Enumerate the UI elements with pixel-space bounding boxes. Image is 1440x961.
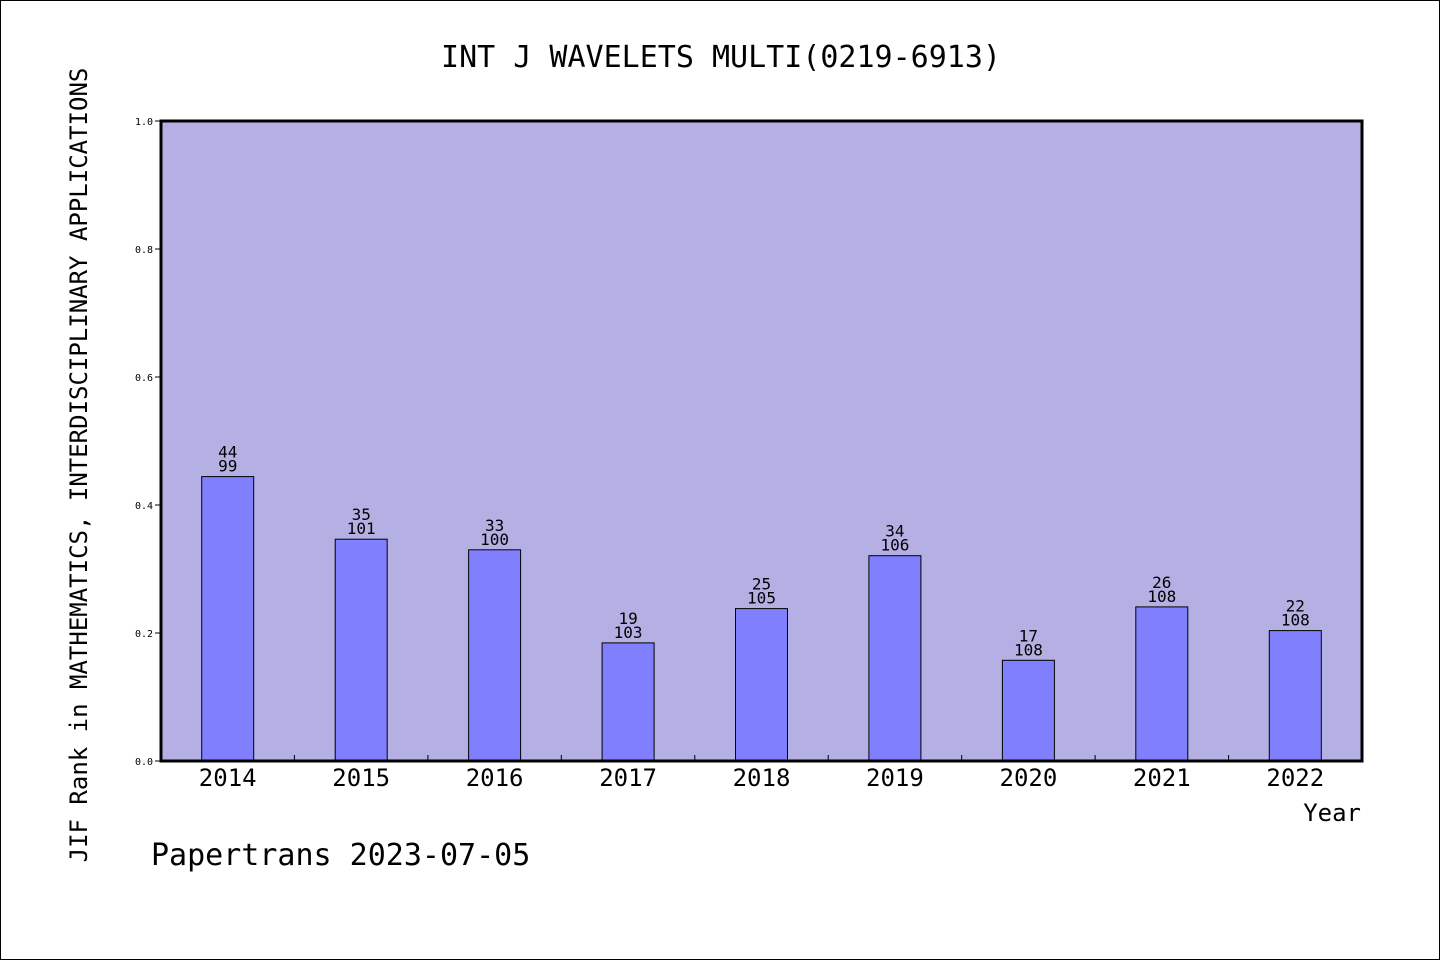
x-tick-label: 2016 [466,764,524,792]
y-tick-label: 0.4 [135,501,153,512]
x-tick-label: 2020 [1000,764,1058,792]
bar-rank-label: 33 [485,516,504,535]
bar-total-label: 108 [1281,611,1310,630]
bar-total-label: 106 [880,536,909,555]
bar-total-label: 108 [1014,640,1043,659]
bar-2022 [1268,630,1322,762]
bar-rank-label: 35 [352,505,371,524]
bar-rank-label: 19 [618,609,637,628]
y-axis-label: JIF Rank in MATHEMATICS, INTERDISCIPLINA… [65,68,93,863]
bar-total-label: 103 [614,623,643,642]
bars-layer [201,476,1322,762]
bar-2016 [468,549,522,762]
bar-total-label: 100 [480,530,509,549]
bar-total-label: 105 [747,589,776,608]
bar-total-label: 99 [218,457,237,476]
x-tick-label: 2015 [332,764,390,792]
bar-rank-label: 26 [1152,573,1171,592]
y-axis: 0.0 0.2 0.4 0.6 0.8 1.0 [135,117,161,768]
bar-rank-label: 44 [218,443,237,462]
x-axis: 2014 2015 2016 2017 2018 2019 2020 2021 2022 [199,755,1324,792]
plot-border [159,119,1364,763]
bar-2014 [201,476,255,762]
x-tick-label: 2022 [1266,764,1324,792]
bar-rank-label: 17 [1019,626,1038,645]
bar-2021 [1135,606,1189,762]
bar-2020 [1001,659,1055,762]
bar-2019 [868,555,922,762]
chart-title: INT J WAVELETS MULTI(0219-6913) [441,40,1001,75]
x-tick-label: 2021 [1133,764,1191,792]
y-tick-label: 0.6 [135,373,153,384]
bar-2015 [334,538,388,762]
bar-2018 [735,608,788,762]
x-tick-label: 2014 [199,764,257,792]
x-tick-label: 2019 [866,764,924,792]
bar-rank-label: 25 [752,575,771,594]
y-tick-label: 0.2 [135,629,153,640]
footer-credit: Papertrans 2023-07-05 [151,838,530,873]
y-tick-label: 0.8 [135,245,153,256]
bar-total-label: 101 [347,519,376,538]
bar-rank-label: 22 [1286,597,1305,616]
bar-2017 [601,642,655,762]
x-tick-label: 2018 [733,764,791,792]
x-tick-label: 2017 [599,764,657,792]
bar-rank-label: 34 [885,522,904,541]
y-tick-label: 1.0 [135,117,153,128]
x-axis-label: Year [1303,799,1361,827]
y-tick-label: 0.0 [135,757,153,768]
bar-total-label: 108 [1147,587,1176,606]
